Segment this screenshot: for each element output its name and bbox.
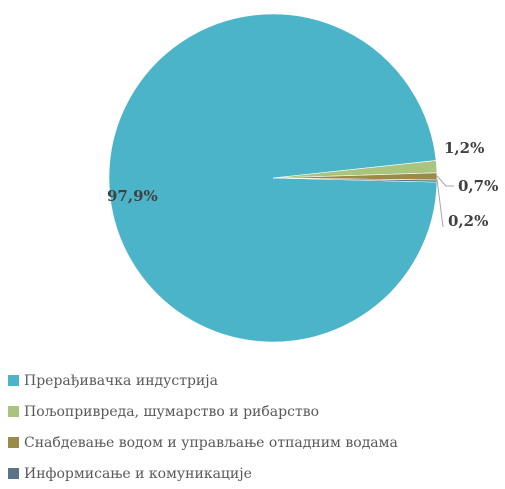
legend-label: Информисање и комуникације xyxy=(24,465,252,482)
pie-slices xyxy=(108,13,438,343)
data-label-agriculture: 1,2% xyxy=(444,139,484,157)
data-label-water-supply: 0,7% xyxy=(458,177,498,195)
data-label-information: 0,2% xyxy=(448,212,488,230)
pie-chart: 97,9% 1,2% 0,7% 0,2% xyxy=(107,13,498,343)
legend-label: Пољопривреда, шумарство и рибарство xyxy=(24,403,319,420)
leader-line-information xyxy=(436,178,444,228)
legend-label: Снабдевање водом и управљање отпадним во… xyxy=(24,434,398,451)
data-label-manufacturing: 97,9% xyxy=(107,187,158,205)
legend-item-agriculture: Пољопривреда, шумарство и рибарство xyxy=(8,396,503,427)
slice-manufacturing xyxy=(108,13,438,343)
leader-line-water-supply xyxy=(436,175,454,187)
legend-swatch xyxy=(8,468,19,479)
legend-item-information: Информисање и комуникације xyxy=(8,458,503,489)
legend: Прерађивачка индустрија Пољопривреда, шу… xyxy=(8,365,503,489)
legend-label: Прерађивачка индустрија xyxy=(24,372,218,389)
leader-lines xyxy=(436,175,454,228)
legend-swatch xyxy=(8,406,19,417)
legend-item-manufacturing: Прерађивачка индустрија xyxy=(8,365,503,396)
legend-item-water-supply: Снабдевање водом и управљање отпадним во… xyxy=(8,427,503,458)
legend-swatch xyxy=(8,437,19,448)
legend-swatch xyxy=(8,375,19,386)
